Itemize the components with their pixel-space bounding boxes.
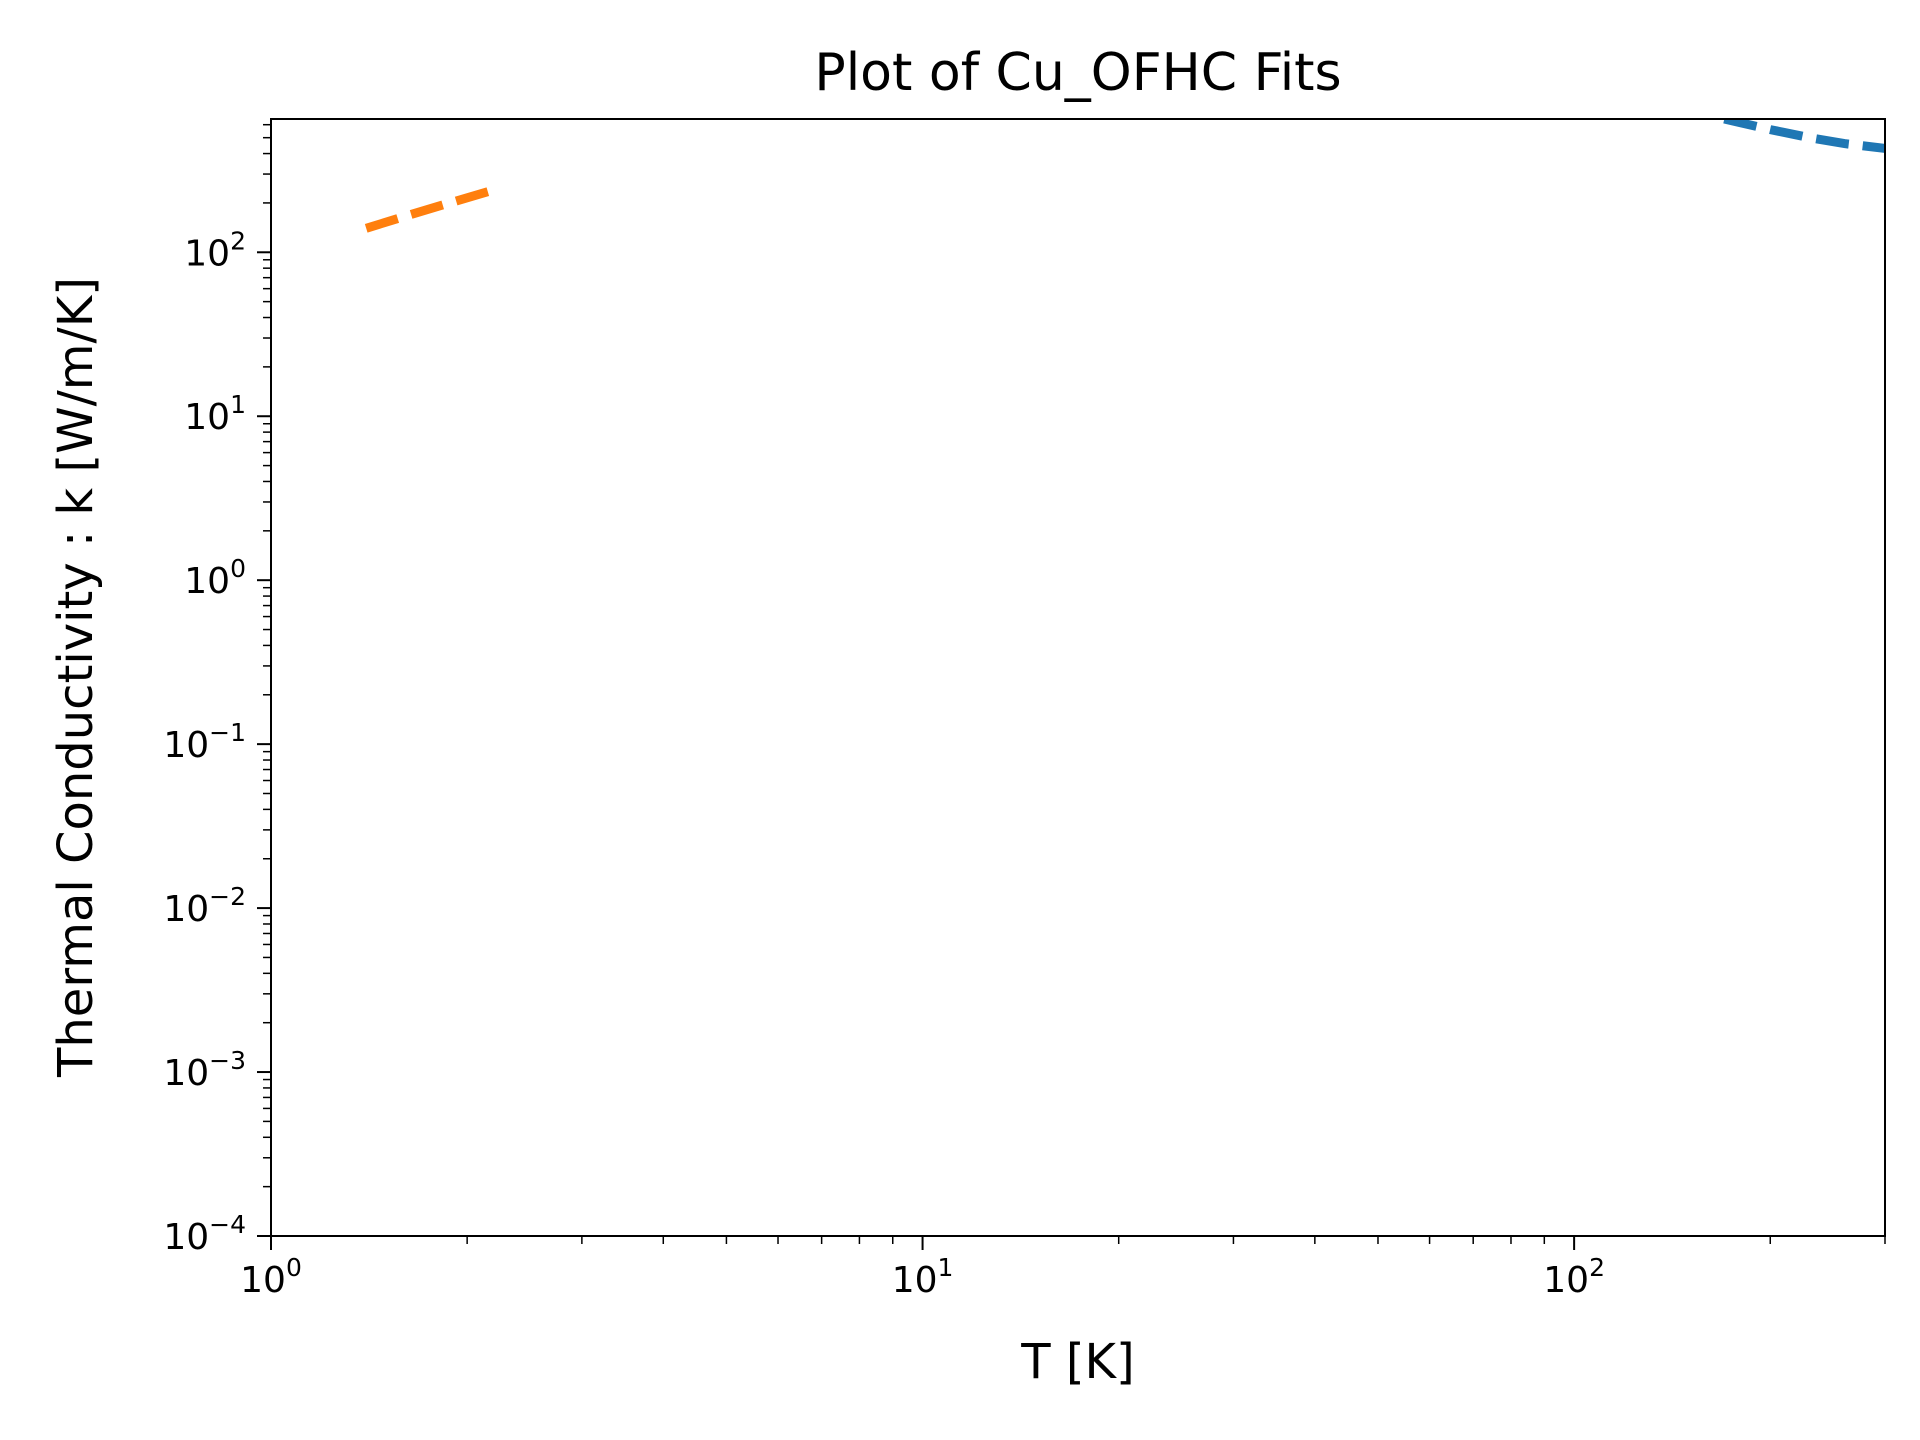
y-tick-label: 10−1 xyxy=(163,718,246,766)
y-tick-label: 10−3 xyxy=(163,1046,246,1094)
y-tick-label: 102 xyxy=(184,226,246,274)
x-tick-label: 100 xyxy=(240,1253,302,1301)
y-tick-label: 101 xyxy=(184,390,246,438)
series-line-0 xyxy=(1723,119,1885,153)
y-axis: 10−4 10−3 10−2 10−1 100 101 102 xyxy=(163,123,271,1258)
y-axis-label: Thermal Conductivity : k [W/m/K] xyxy=(48,277,104,1078)
y-tick-label: 10−4 xyxy=(163,1210,246,1258)
plot-area-frame xyxy=(270,118,1886,1237)
series-line-1 xyxy=(364,185,496,233)
x-axis: 100 101 102 xyxy=(240,1236,1886,1301)
x-tick-label: 102 xyxy=(1543,1253,1605,1301)
series-layer xyxy=(364,119,1885,233)
chart-title: Plot of Cu_OFHC Fits xyxy=(814,43,1341,103)
x-axis-label: T [K] xyxy=(1020,1334,1135,1390)
y-tick-label: 10−2 xyxy=(163,882,246,930)
x-tick-label: 101 xyxy=(892,1253,954,1301)
y-tick-label: 100 xyxy=(184,554,246,602)
